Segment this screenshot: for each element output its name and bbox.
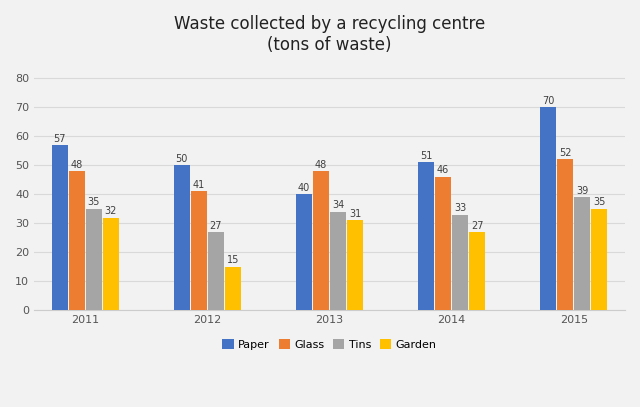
Bar	[435, 177, 451, 311]
Bar	[208, 232, 224, 311]
Text: 70: 70	[542, 96, 554, 106]
Text: 48: 48	[70, 160, 83, 170]
Text: 35: 35	[593, 197, 605, 208]
Text: 41: 41	[193, 180, 205, 190]
Text: 15: 15	[227, 256, 239, 265]
Bar	[296, 194, 312, 311]
Text: 57: 57	[53, 133, 66, 144]
Bar	[68, 171, 84, 311]
Bar	[330, 212, 346, 311]
Text: 27: 27	[471, 221, 483, 231]
Bar	[103, 218, 119, 311]
Bar	[591, 209, 607, 311]
Text: 35: 35	[88, 197, 100, 208]
Title: Waste collected by a recycling centre
(tons of waste): Waste collected by a recycling centre (t…	[174, 15, 485, 54]
Bar	[347, 221, 363, 311]
Bar	[469, 232, 485, 311]
Bar	[313, 171, 329, 311]
Bar	[540, 107, 556, 311]
Bar	[557, 160, 573, 311]
Text: 39: 39	[576, 186, 588, 196]
Text: 40: 40	[298, 183, 310, 193]
Bar	[574, 197, 590, 311]
Bar	[86, 209, 102, 311]
Text: 32: 32	[105, 206, 117, 216]
Text: 46: 46	[437, 166, 449, 175]
Text: 31: 31	[349, 209, 361, 219]
Bar	[452, 214, 468, 311]
Text: 50: 50	[175, 154, 188, 164]
Legend: Paper, Glass, Tins, Garden: Paper, Glass, Tins, Garden	[218, 335, 441, 354]
Text: 27: 27	[210, 221, 222, 231]
Text: 34: 34	[332, 200, 344, 210]
Text: 51: 51	[420, 151, 432, 161]
Bar	[225, 267, 241, 311]
Text: 48: 48	[315, 160, 327, 170]
Text: 33: 33	[454, 203, 467, 213]
Bar	[418, 162, 434, 311]
Text: 52: 52	[559, 148, 572, 158]
Bar	[174, 165, 189, 311]
Bar	[191, 191, 207, 311]
Bar	[52, 145, 68, 311]
